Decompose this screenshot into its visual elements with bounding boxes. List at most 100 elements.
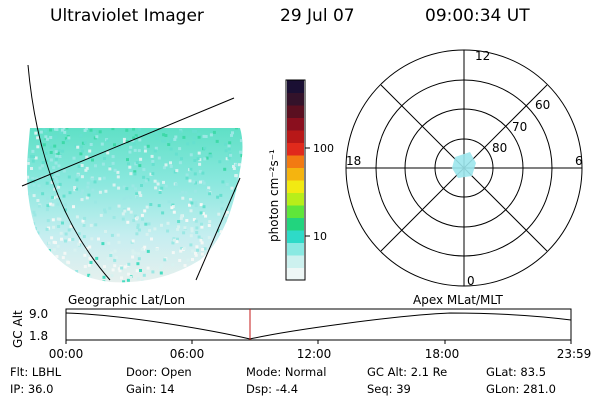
image-pixel: [110, 233, 114, 237]
image-pixel: [140, 213, 144, 217]
image-pixel: [217, 265, 221, 269]
image-pixel: [246, 161, 249, 164]
image-pixel: [53, 187, 57, 191]
image-pixel: [146, 266, 150, 270]
image-pixel: [131, 255, 135, 259]
image-pixel: [83, 141, 87, 145]
image-pixel: [32, 194, 36, 198]
image-pixel: [75, 215, 79, 219]
image-pixel: [185, 176, 189, 180]
image-pixel: [235, 128, 238, 130]
image-pixel: [240, 154, 243, 158]
image-pixel: [104, 189, 108, 193]
image-pixel: [54, 128, 57, 131]
image-pixel: [129, 210, 133, 214]
xtick-2359: 23:59: [557, 347, 592, 361]
image-pixel: [221, 275, 225, 279]
image-pixel: [138, 191, 142, 195]
image-pixel: [173, 138, 177, 141]
image-pixel: [138, 138, 142, 142]
image-pixel: [188, 179, 192, 183]
image-pixel: [93, 180, 97, 184]
image-pixel: [131, 239, 135, 243]
image-pixel: [182, 281, 186, 283]
image-pixel: [176, 237, 179, 241]
image-pixel: [157, 156, 161, 160]
image-pixel: [30, 179, 34, 183]
image-pixel: [32, 183, 36, 187]
image-pixel: [133, 214, 137, 218]
image-pixel: [155, 248, 159, 251]
colorbar-segment: [287, 192, 304, 206]
image-pixel: [103, 265, 106, 269]
image-pixel: [64, 232, 68, 236]
image-pixel: [167, 143, 171, 146]
image-pixel: [123, 265, 127, 269]
image-pixel: [28, 250, 32, 254]
image-pixel: [27, 280, 30, 283]
observation-time: 09:00:34 UT: [425, 6, 530, 26]
image-pixel: [111, 155, 115, 159]
image-pixel: [208, 220, 212, 224]
image-pixel: [82, 223, 86, 227]
image-pixel: [113, 143, 116, 147]
image-pixel: [178, 130, 182, 134]
image-pixel: [56, 217, 60, 221]
image-pixel: [77, 242, 81, 246]
image-pixel: [27, 205, 31, 209]
colorbar-segment: [287, 155, 304, 168]
image-pixel: [192, 136, 196, 140]
image-pixel: [191, 249, 195, 253]
image-pixel: [182, 135, 186, 139]
image-pixel: [176, 227, 180, 231]
image-pixel: [159, 266, 163, 270]
image-pixel: [151, 172, 155, 176]
colorbar-tick-100: 100: [313, 142, 334, 155]
image-pixel: [230, 133, 233, 137]
image-pixel: [245, 260, 248, 263]
image-pixel: [67, 136, 71, 140]
image-pixel: [196, 278, 200, 282]
image-pixel: [195, 245, 199, 249]
image-pixel: [36, 199, 40, 202]
image-pixel: [201, 179, 205, 183]
image-pixel: [224, 149, 228, 153]
image-pixel: [227, 144, 231, 148]
image-pixel: [29, 265, 32, 269]
image-pixel: [181, 280, 185, 283]
image-pixel: [77, 164, 81, 168]
image-pixel: [180, 157, 183, 161]
image-pixel: [178, 147, 182, 151]
image-pixel: [131, 139, 135, 143]
image-pixel: [131, 184, 135, 188]
image-pixel: [61, 221, 64, 225]
image-pixel: [239, 180, 243, 184]
image-pixel: [209, 133, 213, 137]
image-pixel: [246, 128, 249, 131]
image-pixel: [117, 240, 121, 244]
image-pixel: [206, 189, 210, 192]
image-pixel: [179, 192, 183, 196]
image-pixel: [29, 248, 33, 251]
image-pixel: [241, 184, 243, 187]
image-pixel: [146, 178, 150, 182]
image-pixel: [48, 271, 52, 275]
image-pixel: [154, 186, 158, 190]
image-pixel: [85, 247, 89, 251]
image-pixel: [52, 268, 56, 271]
image-pixel: [37, 274, 40, 278]
image-pixel: [190, 227, 194, 231]
info-gc-alt: GC Alt: 2.1 Re: [367, 365, 448, 379]
image-pixel: [33, 213, 37, 217]
image-pixel: [146, 144, 150, 148]
image-pixel: [58, 155, 62, 158]
image-pixel: [35, 273, 39, 277]
colorbar-segment: [287, 217, 304, 231]
image-pixel: [194, 181, 197, 185]
image-pixel: [75, 187, 79, 191]
image-pixel: [47, 278, 50, 281]
image-pixel: [159, 271, 163, 275]
image-pixel: [113, 264, 117, 268]
image-pixel: [226, 271, 230, 275]
altitude-curve: [65, 312, 572, 340]
